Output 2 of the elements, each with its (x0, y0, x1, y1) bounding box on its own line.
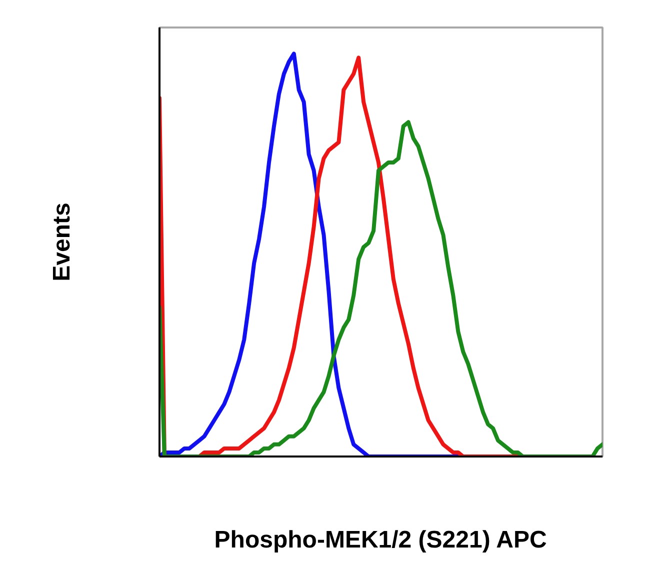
x-axis-title: Phospho-MEK1/2 (S221) APC (214, 526, 547, 554)
y-axis-title: Events (48, 202, 76, 282)
